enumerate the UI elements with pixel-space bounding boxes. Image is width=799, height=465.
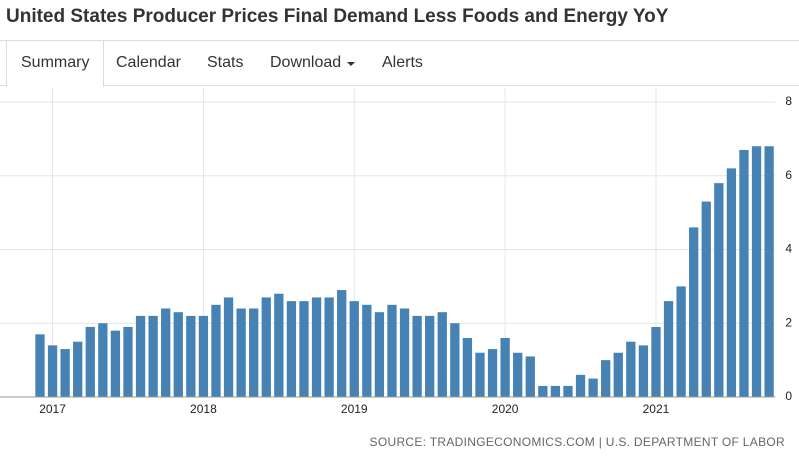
bar [437,312,447,397]
bar [85,326,95,397]
bar [525,356,535,397]
page-title: United States Producer Prices Final Dema… [6,6,669,27]
x-tick-label: 2019 [341,402,368,416]
bar [726,168,737,397]
bar [261,297,271,397]
bar [349,301,359,397]
bar [98,323,108,397]
bar [626,341,636,397]
bar [575,374,586,397]
bar [73,341,83,397]
y-tick-label: 6 [785,168,792,182]
bar [550,385,561,397]
bar [689,227,699,397]
bar [110,330,121,397]
tab[interactable]: Alerts [382,54,423,71]
bar [475,352,485,397]
bar [198,315,209,397]
bar [500,338,510,397]
bar [362,304,372,397]
y-tick-label: 4 [785,242,792,256]
bar [751,146,762,397]
bar [450,323,460,397]
bar [739,149,749,397]
bar [211,304,221,397]
tab[interactable]: Download [270,54,342,71]
bar [135,315,146,397]
bar [676,286,686,397]
bar [651,326,661,397]
x-tick-label: 2021 [643,402,670,416]
bar [161,308,171,397]
bar [123,326,133,397]
bar [387,304,397,397]
x-tick-label: 2020 [492,402,519,416]
bar [563,385,573,397]
bar [286,301,297,397]
bar [249,308,259,397]
bar [487,349,498,397]
x-tick-label: 2018 [190,402,217,416]
bar [274,293,284,397]
bar [412,315,422,397]
tab-bar: Summary Calendar Stats Download Alerts [0,40,799,87]
bar [35,334,45,397]
tab[interactable]: Calendar [116,54,181,71]
dropdown-caret [347,62,355,66]
bar [638,345,649,397]
bar [613,352,623,397]
tab[interactable]: Summary [6,41,105,87]
bar [714,183,724,397]
bar [663,301,674,397]
bar [764,146,774,397]
bar [601,360,611,397]
bar [701,201,711,397]
x-tick-label: 2017 [39,402,66,416]
bar [47,345,58,397]
bar [311,297,322,397]
bar [425,315,435,397]
y-tick-label: 8 [785,94,792,108]
bar [299,301,309,397]
y-tick-label: 2 [785,315,792,329]
bar [462,338,473,397]
bar [374,312,385,397]
bar [588,378,598,397]
bar [148,315,158,397]
tab[interactable]: Stats [207,54,244,71]
bar [173,312,183,397]
bar [337,290,347,397]
bar [513,352,523,397]
bar [60,349,70,397]
bar [324,297,334,397]
y-tick-label: 0 [785,389,792,403]
bar [236,308,246,397]
chart: SOURCE: TRADINGECONOMICS.COM | U.S. DEPA… [0,88,792,449]
bar [399,308,410,397]
source-note: SOURCE: TRADINGECONOMICS.COM | U.S. DEPA… [370,435,785,449]
bar [223,297,234,397]
bar [538,385,548,397]
bar [186,315,196,397]
